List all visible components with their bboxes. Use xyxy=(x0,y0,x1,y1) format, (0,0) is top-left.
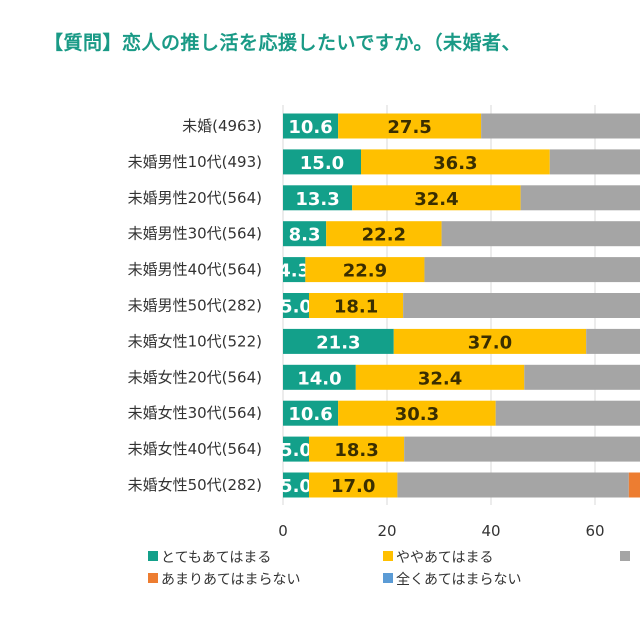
bar-segment xyxy=(326,221,442,247)
bar-segment xyxy=(404,436,640,462)
data-label: 27.5 xyxy=(387,117,431,138)
category-label: 未婚女性20代(564) xyxy=(128,368,262,386)
bar-segment xyxy=(397,472,629,498)
bar-segment xyxy=(355,364,525,390)
data-label: 30.3 xyxy=(395,404,439,425)
data-label: 32.4 xyxy=(414,189,458,210)
category-label: 未婚男性40代(564) xyxy=(128,261,262,279)
data-label: 14.0 xyxy=(297,368,341,389)
bar-segment xyxy=(520,185,640,211)
legend-swatch xyxy=(148,573,158,583)
bar-segment xyxy=(305,257,425,283)
data-label: 5.0 xyxy=(280,476,312,497)
data-label: 5.0 xyxy=(280,297,312,318)
category-label: 未婚男性10代(493) xyxy=(128,153,262,171)
x-tick-label: 40 xyxy=(481,522,500,540)
data-label: 13.3 xyxy=(295,189,339,210)
data-label: 4.3 xyxy=(278,261,310,282)
category-label: 未婚男性30代(564) xyxy=(128,225,262,243)
bar-segment xyxy=(283,436,309,462)
bar-segment xyxy=(283,221,327,247)
bar-segment xyxy=(524,364,640,390)
bar-segment xyxy=(283,149,361,175)
bar-segment xyxy=(628,472,640,498)
bar-segment xyxy=(309,472,398,498)
data-label: 15.0 xyxy=(300,153,344,174)
bar-segment xyxy=(309,293,404,318)
category-label: 未婚女性50代(282) xyxy=(128,476,262,494)
data-label: 18.3 xyxy=(334,440,378,461)
data-label: 10.6 xyxy=(288,404,332,425)
bar-segment xyxy=(352,185,521,211)
bar-segment xyxy=(481,113,640,139)
bar-segment xyxy=(283,400,339,426)
bar-segment xyxy=(283,472,309,498)
bar-segment xyxy=(441,221,640,247)
bar-segment xyxy=(393,328,587,354)
x-tick-label: 20 xyxy=(377,522,396,540)
legend-swatch xyxy=(383,551,393,561)
x-tick-label: 0 xyxy=(278,522,288,540)
bar-segment xyxy=(283,328,394,354)
data-label: 32.4 xyxy=(418,368,462,389)
data-label: 18.1 xyxy=(334,297,378,318)
bar-segment xyxy=(309,436,405,462)
x-tick-label: 60 xyxy=(585,522,604,540)
bar-segment xyxy=(283,113,339,139)
legend-label: あまりあてはまらない xyxy=(161,572,300,588)
bar-segment xyxy=(586,328,640,354)
bar-segment xyxy=(424,257,640,283)
bar-segment xyxy=(361,149,550,175)
data-label: 37.0 xyxy=(468,332,512,353)
legend-swatch xyxy=(383,573,393,583)
bar-segment xyxy=(283,293,309,318)
legend-swatch xyxy=(620,551,630,561)
legend-label: とてもあてはまる xyxy=(161,550,271,566)
data-label: 22.2 xyxy=(362,225,406,246)
category-label: 未婚(4963) xyxy=(182,117,262,135)
data-label: 5.0 xyxy=(280,440,312,461)
data-label: 21.3 xyxy=(316,332,360,353)
category-label: 未婚女性40代(564) xyxy=(128,440,262,458)
bar-segment xyxy=(549,149,640,175)
legend-label: ややあてはまる xyxy=(396,550,493,566)
legend-label: 全くあてはまらない xyxy=(396,571,521,588)
category-label: 未婚男性20代(564) xyxy=(128,189,262,207)
category-label: 未婚男性50代(282) xyxy=(128,297,262,315)
bar-segment xyxy=(495,400,640,426)
category-label: 未婚女性10代(522) xyxy=(128,332,262,350)
data-label: 10.6 xyxy=(288,117,332,138)
category-label: 未婚女性30代(564) xyxy=(128,404,262,422)
bar-segment xyxy=(403,293,640,318)
data-label: 36.3 xyxy=(433,153,477,174)
data-label: 22.9 xyxy=(343,261,387,282)
bar-segment xyxy=(283,257,306,283)
bar-segment xyxy=(338,113,482,139)
data-label: 8.3 xyxy=(289,225,321,246)
bar-segment xyxy=(283,185,353,211)
data-label: 17.0 xyxy=(331,476,375,497)
bar-segment xyxy=(338,400,496,426)
legend-swatch xyxy=(148,551,158,561)
bar-segment xyxy=(283,364,356,390)
chart-title: 【質問】恋人の推し活を応援したいですか。（未婚者、 xyxy=(44,32,522,54)
